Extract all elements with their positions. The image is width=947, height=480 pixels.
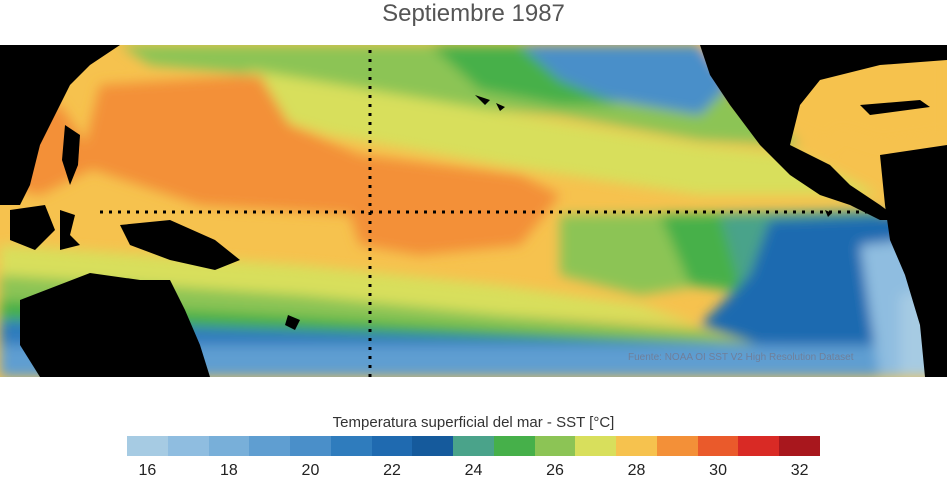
hawaii-land — [475, 95, 505, 111]
colorbar-swatch — [371, 436, 413, 456]
australia-land — [20, 273, 210, 377]
colorbar-swatch — [493, 436, 535, 456]
colorbar-swatch — [453, 436, 494, 456]
colorbar-tick-label: 24 — [464, 462, 483, 479]
south-green — [0, 275, 760, 345]
landmasses — [0, 45, 947, 377]
south-yellow — [0, 245, 700, 325]
warm-pool-north — [80, 75, 560, 215]
colorbar-tick-label: 28 — [627, 462, 646, 479]
colorbar-tick-label: 18 — [220, 462, 238, 479]
south-light-blue — [0, 345, 947, 377]
colorbar-tick-label: 26 — [546, 462, 564, 479]
nz-land — [285, 315, 300, 330]
south-dark-green — [0, 300, 760, 345]
cuba-land — [860, 100, 930, 115]
colorbar-swatch — [330, 436, 372, 456]
north-pacific-teal — [430, 45, 620, 105]
colorbar — [127, 436, 821, 456]
warm-pool-equator — [340, 185, 560, 255]
colorbar-swatch — [575, 436, 617, 456]
colorbar-swatch — [412, 436, 454, 456]
galapagos-land — [825, 210, 832, 217]
colorbar-tick-label: 16 — [138, 462, 157, 479]
colorbar-label: Temperatura superficial del mar - SST [°… — [332, 414, 615, 431]
map-title: Septiembre 1987 — [382, 0, 565, 27]
colorbar-tick-label: 20 — [301, 462, 320, 479]
philippines-land — [62, 125, 80, 185]
colorbar-tick-label: 22 — [383, 462, 401, 479]
borneo-land — [10, 205, 55, 250]
colorbar-swatch — [290, 436, 331, 456]
colorbar-swatch — [208, 436, 250, 456]
north-america-land — [700, 45, 947, 220]
new-guinea-land — [120, 220, 240, 270]
colorbar-tick-label: 30 — [709, 462, 727, 479]
colorbar-swatch — [127, 436, 168, 456]
colorbar-swatch — [656, 436, 698, 456]
colorbar-swatch — [779, 436, 821, 456]
colorbar-swatch — [249, 436, 291, 456]
sulawesi-land — [60, 210, 80, 250]
data-source-note: Fuente: NOAA OI SST V2 High Resolution D… — [628, 352, 854, 363]
colorbar-swatch — [167, 436, 209, 456]
colorbar-tick-label: 32 — [790, 462, 809, 479]
south-america-land — [880, 145, 947, 377]
colorbar-swatch — [738, 436, 780, 456]
north-yellow-band — [230, 70, 880, 195]
colorbar-swatch — [616, 436, 657, 456]
sst-map — [0, 45, 947, 377]
north-pacific-blue — [500, 45, 730, 115]
colorbar-swatch — [697, 436, 739, 456]
asia-land — [0, 45, 120, 205]
colorbar-swatch — [534, 436, 576, 456]
